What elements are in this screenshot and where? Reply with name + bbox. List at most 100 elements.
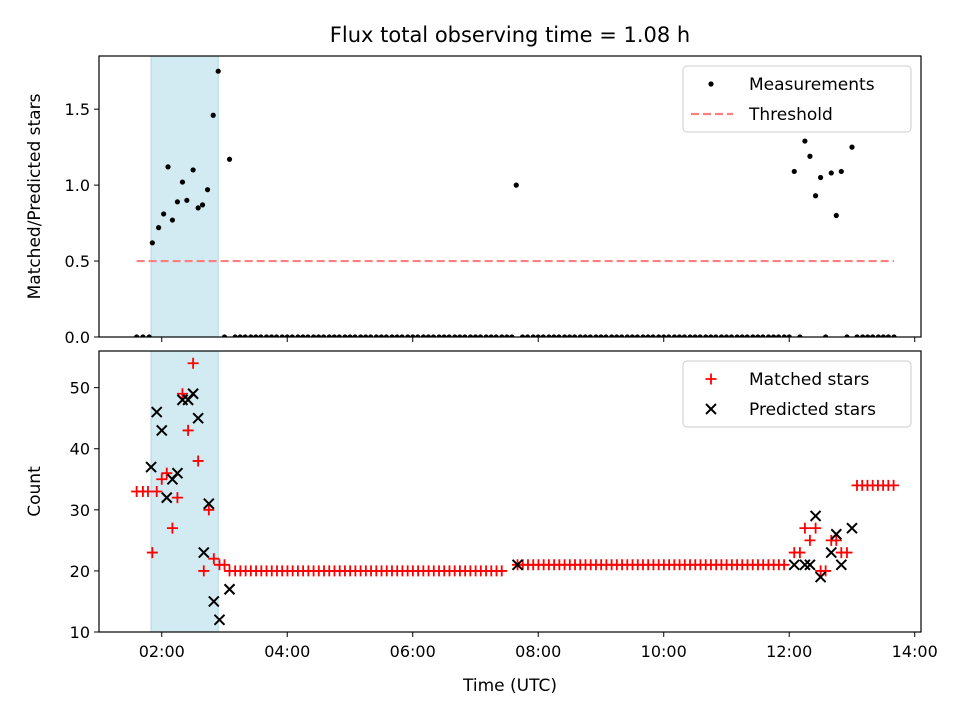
measurement-point — [146, 334, 152, 337]
matched-marker — [841, 547, 853, 559]
matched-marker — [146, 547, 158, 559]
measurement-point — [708, 334, 714, 337]
measurement-point — [232, 334, 238, 337]
predicted-marker — [809, 510, 822, 522]
matched-marker — [794, 547, 806, 559]
measurement-point — [483, 334, 489, 337]
x-tick-label: 14:00 — [892, 642, 938, 661]
predicted-marker — [799, 559, 811, 571]
measurement-point — [258, 334, 264, 337]
measurement-point — [383, 334, 389, 337]
measurement-point — [410, 334, 416, 337]
matched-marker — [830, 534, 842, 546]
measurement-point — [723, 334, 730, 337]
measurement-point — [629, 334, 635, 337]
y-tick-label: 50 — [70, 379, 90, 398]
measurement-point — [204, 187, 211, 193]
measurement-point — [215, 68, 221, 74]
measurement-point — [609, 334, 615, 337]
measurement-point — [818, 174, 824, 181]
measurement-point — [833, 212, 839, 219]
measurement-point — [681, 334, 688, 337]
measurement-point — [342, 334, 348, 337]
predicted-marker — [151, 406, 163, 418]
matched-marker — [171, 492, 183, 504]
measurement-point — [781, 334, 787, 337]
legend-label: Threshold — [748, 105, 833, 125]
predicted-marker — [145, 461, 157, 473]
figure-title: Flux total observing time = 1.08 h — [330, 23, 690, 47]
matched-marker — [218, 559, 230, 571]
measurement-point — [524, 334, 531, 337]
measurement-point — [373, 334, 379, 337]
predicted-marker — [804, 559, 816, 571]
measurement-point — [598, 334, 604, 337]
legend-matched-marker — [705, 373, 717, 385]
matched-marker — [810, 522, 822, 534]
matched-marker — [198, 565, 210, 577]
predicted-marker — [825, 546, 837, 559]
measurement-point — [765, 334, 772, 337]
measurement-point — [734, 334, 740, 337]
measurement-point — [477, 334, 484, 337]
measurement-point — [891, 334, 897, 337]
measurement-point — [358, 334, 364, 337]
measurement-point — [561, 334, 568, 337]
measurement-point — [614, 334, 620, 337]
matched-marker — [192, 455, 204, 467]
measurement-point — [870, 334, 876, 337]
measurement-point — [326, 334, 332, 337]
measurement-point — [744, 334, 750, 337]
measurement-point — [352, 334, 358, 337]
predicted-marker — [208, 595, 220, 608]
predicted-marker — [835, 559, 848, 571]
measurement-point — [210, 112, 216, 118]
measurement-point — [802, 138, 808, 144]
predicted-marker — [192, 412, 204, 424]
measurement-point — [718, 334, 725, 337]
y-tick-label: 0.5 — [65, 252, 90, 271]
measurement-point — [149, 240, 155, 246]
measurement-point — [195, 205, 201, 211]
matched-marker — [151, 486, 163, 497]
measurement-point — [446, 334, 452, 337]
predicted-marker — [788, 559, 800, 571]
measurement-point — [645, 334, 651, 337]
x-tick-label: 04:00 — [264, 642, 310, 661]
measurement-point — [488, 334, 494, 337]
measurement-point — [289, 334, 295, 337]
measurement-point — [556, 334, 562, 337]
legend-label: Matched stars — [749, 370, 869, 390]
legend-box — [682, 65, 912, 133]
measurement-point — [321, 334, 327, 337]
measurement-point — [336, 334, 342, 337]
measurement-point — [179, 179, 186, 185]
bottom-axes: 02:00 04:00 06:00 08:00 10:00 12:00 14:00 10 20 3… — [25, 350, 938, 696]
measurement-point — [676, 334, 683, 337]
measurement-point — [347, 334, 353, 337]
x-tick-label: 02:00 — [139, 642, 185, 661]
measurement-point — [849, 144, 855, 150]
measurement-point — [540, 334, 546, 337]
measurement-point — [169, 217, 176, 223]
measurement-point — [572, 334, 578, 337]
measurement-point — [310, 334, 317, 337]
legend-label: Measurements — [749, 75, 875, 95]
measurement-point — [462, 334, 468, 337]
measurement-point — [499, 334, 505, 337]
measurement-point — [363, 334, 369, 337]
measurement-point — [174, 199, 181, 205]
measurement-point — [624, 334, 630, 337]
matched-marker — [203, 504, 215, 516]
measurement-point — [248, 334, 254, 337]
legend-box — [682, 360, 912, 428]
measurement-point — [452, 334, 458, 337]
measurement-point — [650, 334, 656, 337]
predicted-marker — [161, 491, 173, 504]
measurement-point — [535, 334, 541, 337]
measurement-point — [331, 334, 337, 337]
measurement-point — [844, 334, 850, 337]
predicted-marker — [156, 424, 168, 437]
legend-measurement-marker — [708, 81, 714, 87]
